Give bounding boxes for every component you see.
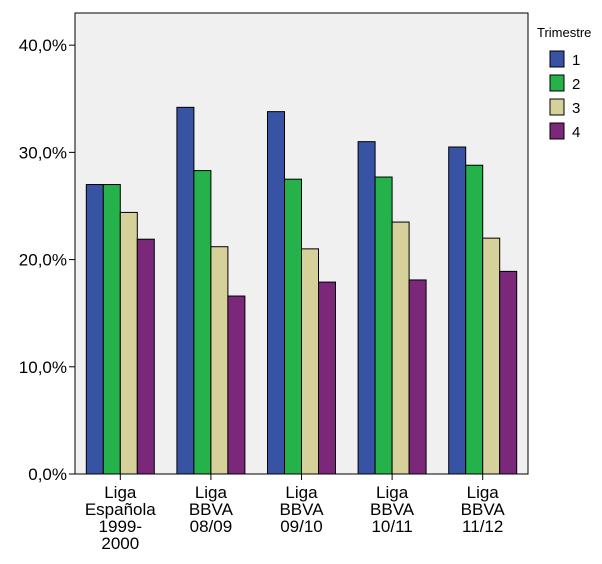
- bar-1-series-1: [85, 184, 104, 475]
- bar-2-series-3: [210, 246, 229, 475]
- legend: Trimestre 1 2 3 4: [537, 25, 591, 141]
- x-categories-group: Liga Española 1999-2000 Liga BBVA 08/09 Liga BB…: [85, 474, 506, 553]
- bar-2-series-2: [193, 170, 212, 475]
- legend-swatch-2: [549, 74, 565, 92]
- x-category-label: Liga BBVA 11/12: [461, 483, 506, 536]
- x-category-label: Liga Española 1999-2000: [85, 483, 156, 553]
- y-ticks-group: 0,0% 10,0% 20,0% 30,0% 40,0%: [19, 36, 75, 484]
- bar-4-series-4: [408, 279, 427, 475]
- bar-3-series-3: [301, 248, 319, 475]
- y-tick-label: 30,0%: [19, 143, 67, 162]
- legend-swatch-1: [549, 50, 565, 68]
- bar-4-series-3: [391, 221, 410, 475]
- y-tick-label: 40,0%: [19, 36, 67, 55]
- y-tick-label: 0,0%: [28, 465, 67, 484]
- bar-3-series-1: [267, 111, 285, 475]
- bar-2-series-4: [227, 295, 246, 475]
- bar-4-series-2: [374, 176, 393, 475]
- x-category-label: Liga BBVA 10/11: [370, 483, 415, 536]
- bar-5-series-4: [499, 270, 518, 475]
- bar-5-series-1: [448, 146, 467, 475]
- legend-label-2: 2: [572, 76, 580, 93]
- bar-5-series-2: [465, 164, 484, 475]
- bar-1-series-2: [102, 184, 121, 475]
- legend-swatch-4: [549, 122, 565, 140]
- bar-3-series-2: [284, 178, 302, 475]
- bars-group: [85, 106, 518, 475]
- bar-1-series-4: [136, 238, 155, 475]
- bar-1-series-3: [119, 211, 138, 475]
- legend-label-1: 1: [572, 52, 580, 69]
- legend-label-4: 4: [572, 124, 580, 141]
- y-tick-label: 10,0%: [19, 358, 67, 377]
- bar-4-series-1: [357, 141, 376, 475]
- bar-3-series-4: [318, 281, 336, 475]
- x-category-label: Liga BBVA 09/10: [279, 483, 324, 536]
- legend-title: Trimestre: [537, 25, 591, 40]
- bar-5-series-3: [482, 237, 501, 475]
- y-tick-label: 20,0%: [19, 251, 67, 270]
- legend-label-3: 3: [572, 100, 580, 117]
- bar-2-series-1: [176, 106, 195, 475]
- legend-swatch-3: [549, 98, 565, 116]
- x-category-label: Liga BBVA 08/09: [189, 483, 234, 536]
